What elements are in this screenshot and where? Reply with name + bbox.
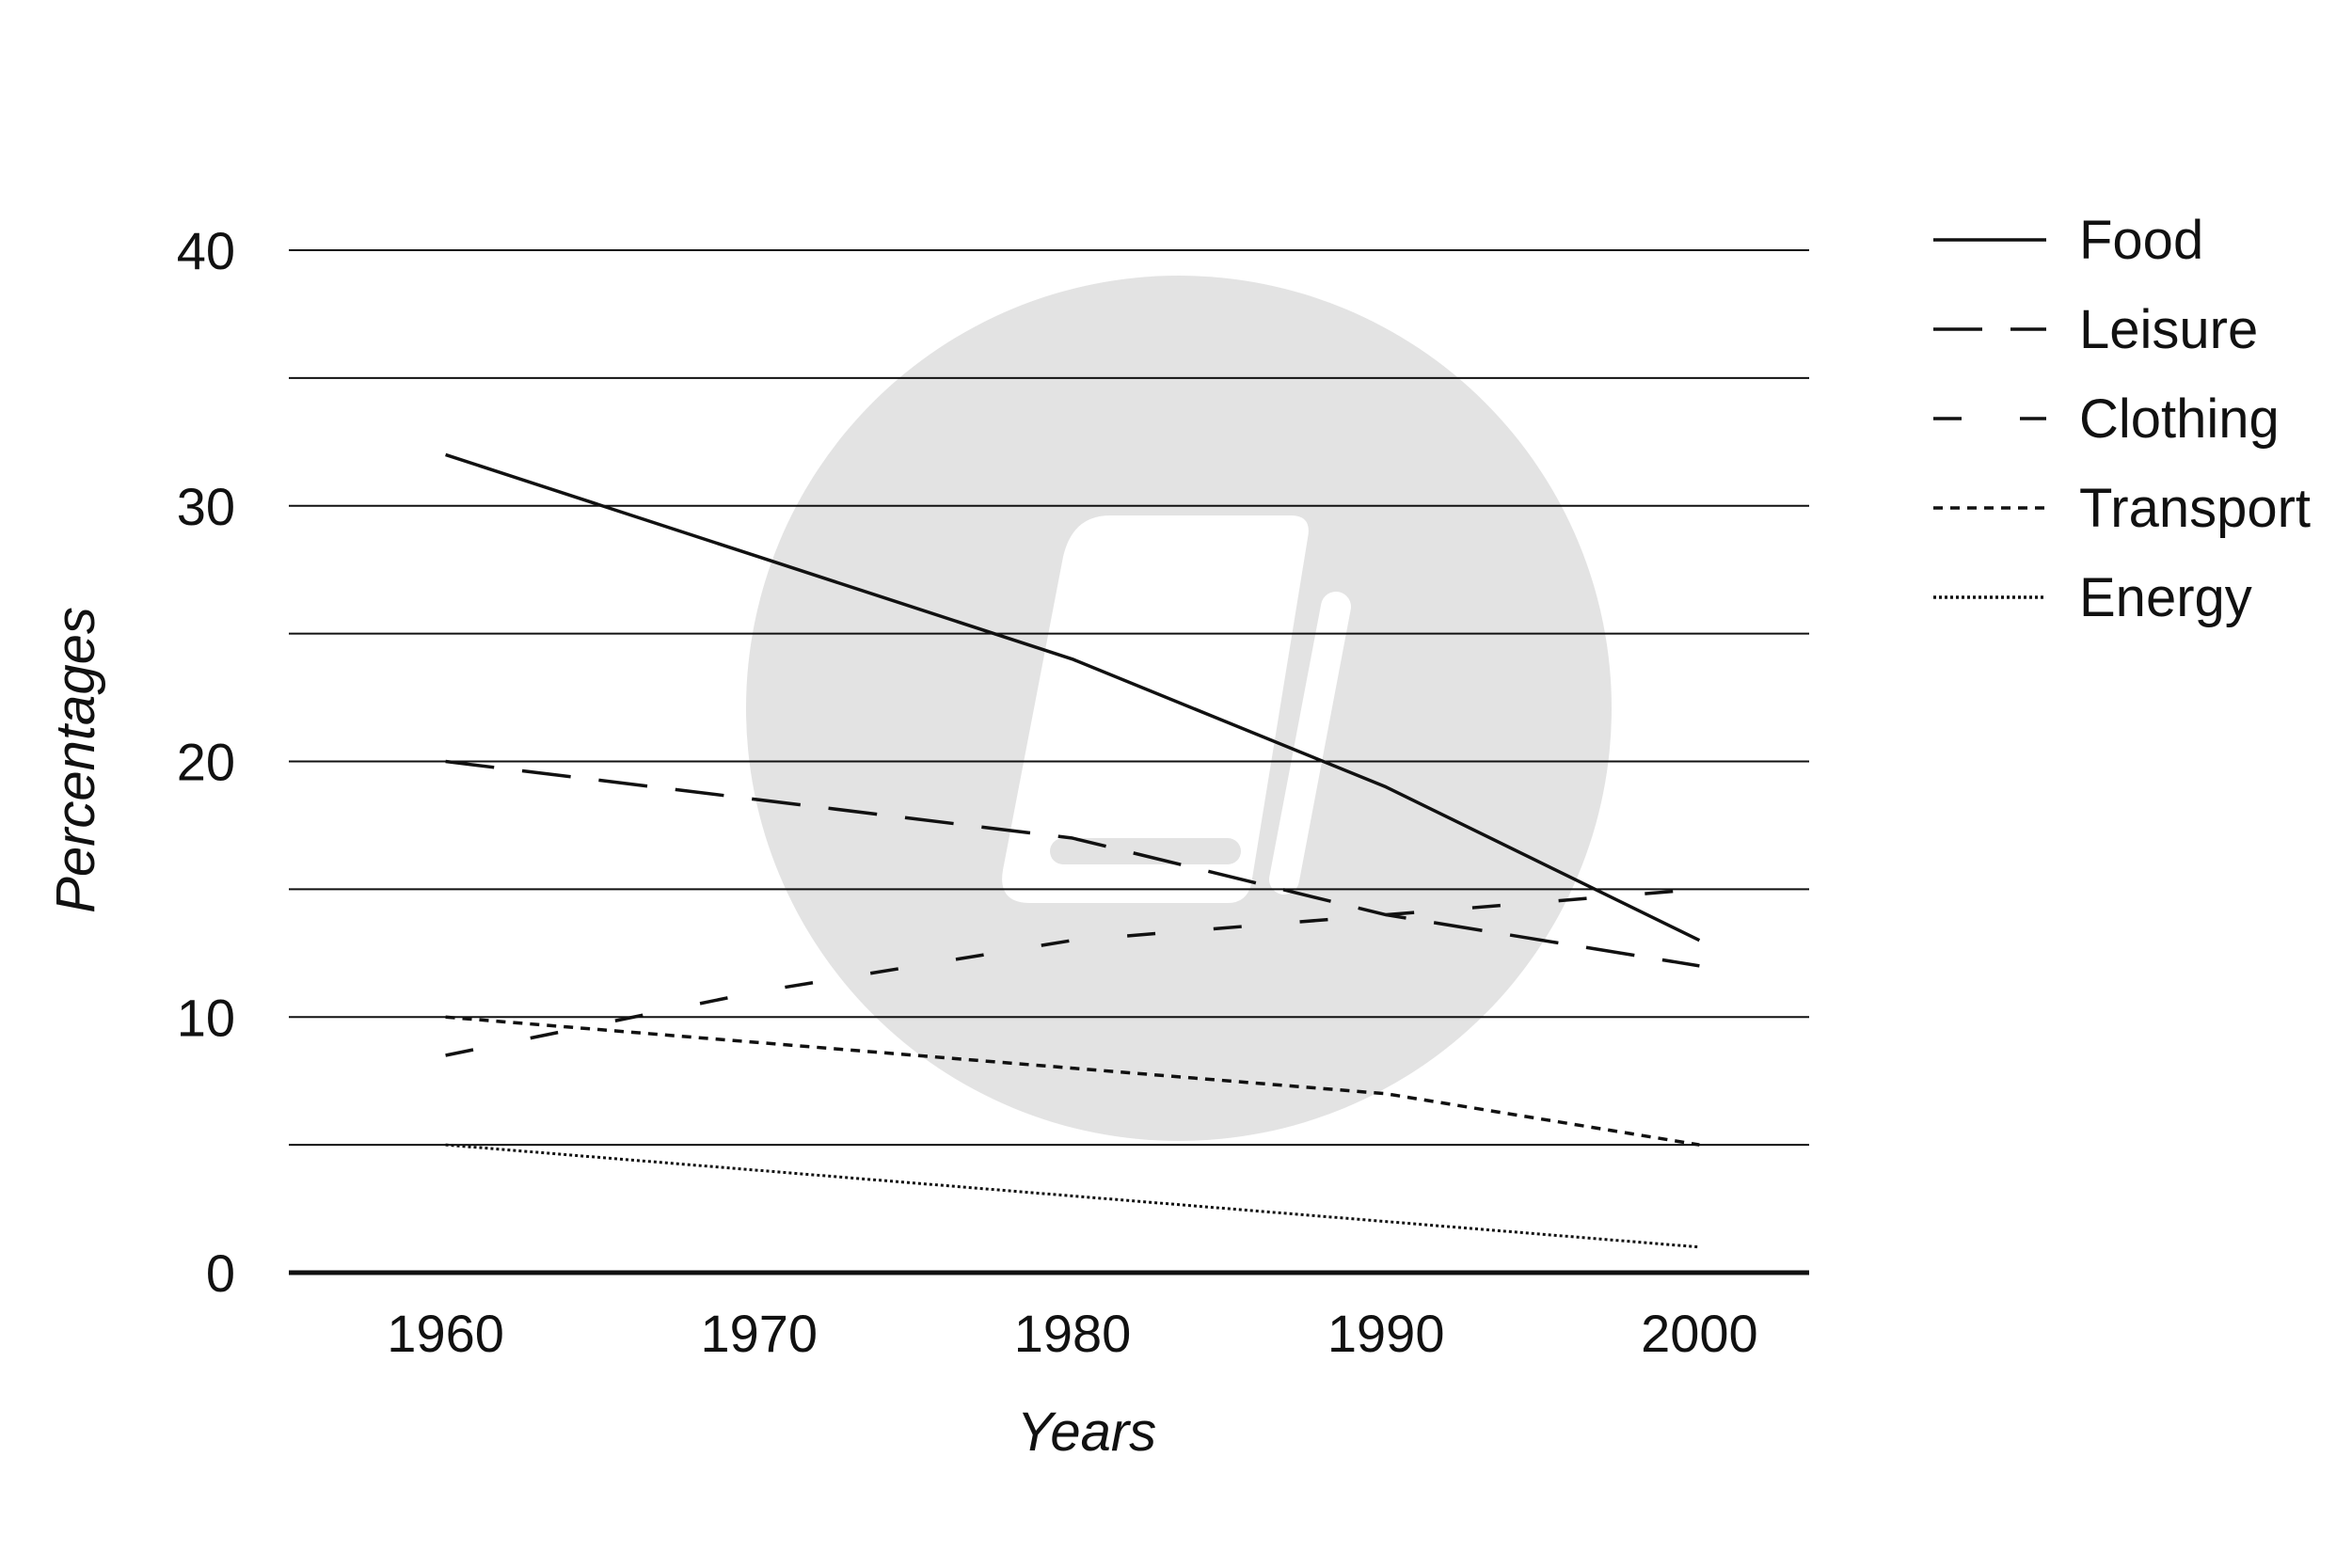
series-line-food — [445, 452, 1701, 942]
legend-label: Clothing — [2079, 388, 2280, 450]
x-tick-label: 1960 — [387, 1304, 504, 1363]
series-line-energy — [445, 1143, 1700, 1249]
y-tick-label: 0 — [206, 1243, 235, 1303]
x-tick-label: 1980 — [1014, 1304, 1132, 1363]
y-tick-label: 10 — [177, 988, 235, 1047]
x-tick-label: 1970 — [701, 1304, 818, 1363]
x-axis-title: Years — [1017, 1402, 1156, 1463]
y-tick-label: 30 — [177, 477, 235, 536]
y-axis-title: Percentages — [45, 607, 106, 913]
x-axis-ticks: 1960 1970 1980 1990 2000 — [387, 1304, 1757, 1363]
series-line-transport — [445, 1015, 1700, 1147]
x-tick-label: 2000 — [1641, 1304, 1758, 1363]
grid — [289, 249, 1809, 1147]
legend-label: Energy — [2079, 567, 2252, 628]
legend-label: Leisure — [2079, 299, 2258, 360]
x-tick-label: 1990 — [1327, 1304, 1445, 1363]
legend-label: Transport — [2079, 478, 2311, 539]
legend: Food Leisure Clothing Transport Energy — [1933, 210, 2311, 628]
watermark — [746, 276, 1612, 1141]
y-tick-label: 20 — [177, 733, 235, 792]
legend-label: Food — [2079, 210, 2203, 271]
book-logo-icon — [1002, 515, 1351, 903]
y-tick-label: 40 — [177, 221, 235, 280]
y-axis: 0 10 20 30 40 — [177, 221, 235, 1303]
series-line-clothing — [445, 887, 1700, 1057]
series-line-leisure — [445, 759, 1700, 968]
series-group — [445, 452, 1701, 1249]
